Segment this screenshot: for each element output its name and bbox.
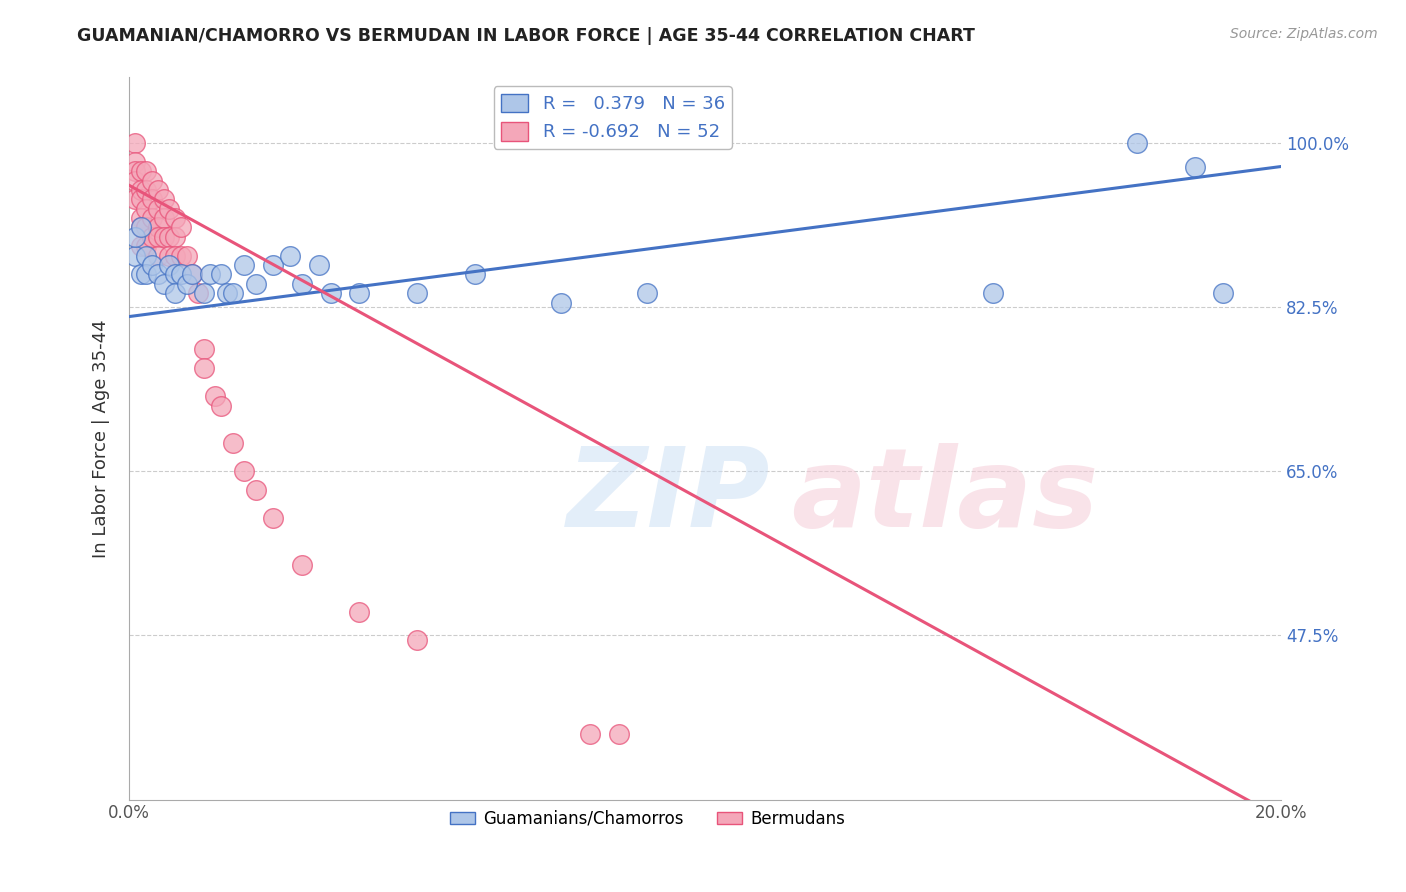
Point xyxy=(152,192,174,206)
Point xyxy=(135,202,157,216)
Point xyxy=(146,268,169,282)
Point xyxy=(209,399,232,413)
Point xyxy=(165,211,187,226)
Point xyxy=(141,230,163,244)
Point xyxy=(135,239,157,253)
Point xyxy=(129,220,152,235)
Point xyxy=(152,230,174,244)
Point xyxy=(406,633,429,648)
Point xyxy=(222,286,245,301)
Point xyxy=(129,220,152,235)
Point xyxy=(141,192,163,206)
Point xyxy=(170,220,193,235)
Point xyxy=(165,230,187,244)
Point xyxy=(193,343,215,357)
Point xyxy=(1126,136,1149,150)
Point xyxy=(233,258,256,272)
Point xyxy=(464,268,486,282)
Point xyxy=(607,727,630,741)
Point xyxy=(176,277,198,291)
Point xyxy=(135,183,157,197)
Point xyxy=(193,286,215,301)
Point xyxy=(349,286,371,301)
Text: Source: ZipAtlas.com: Source: ZipAtlas.com xyxy=(1230,27,1378,41)
Text: GUAMANIAN/CHAMORRO VS BERMUDAN IN LABOR FORCE | AGE 35-44 CORRELATION CHART: GUAMANIAN/CHAMORRO VS BERMUDAN IN LABOR … xyxy=(77,27,976,45)
Point xyxy=(406,286,429,301)
Point xyxy=(129,268,152,282)
Point xyxy=(291,558,314,572)
Point xyxy=(129,183,152,197)
Point xyxy=(141,211,163,226)
Point xyxy=(245,483,267,497)
Point xyxy=(245,277,267,291)
Text: atlas: atlas xyxy=(792,442,1098,549)
Point xyxy=(262,511,284,525)
Point xyxy=(157,202,180,216)
Point xyxy=(165,249,187,263)
Point xyxy=(262,258,284,272)
Text: ZIP: ZIP xyxy=(567,442,770,549)
Point xyxy=(636,286,658,301)
Point xyxy=(124,164,146,178)
Point xyxy=(124,230,146,244)
Point xyxy=(129,192,152,206)
Point xyxy=(204,389,226,403)
Point xyxy=(233,464,256,478)
Point xyxy=(152,211,174,226)
Point xyxy=(141,173,163,187)
Point xyxy=(146,220,169,235)
Point xyxy=(124,192,146,206)
Point xyxy=(135,164,157,178)
Point xyxy=(579,727,602,741)
Point xyxy=(146,202,169,216)
Point xyxy=(170,249,193,263)
Point xyxy=(129,239,152,253)
Point xyxy=(981,286,1004,301)
Point xyxy=(124,154,146,169)
Point xyxy=(187,286,209,301)
Point xyxy=(280,249,302,263)
Point xyxy=(135,268,157,282)
Point xyxy=(124,173,146,187)
Point xyxy=(550,295,572,310)
Point xyxy=(222,436,245,450)
Point xyxy=(124,249,146,263)
Point xyxy=(157,258,180,272)
Point xyxy=(152,277,174,291)
Point xyxy=(129,164,152,178)
Point xyxy=(165,268,187,282)
Point xyxy=(198,268,221,282)
Point xyxy=(308,258,330,272)
Point xyxy=(176,249,198,263)
Point xyxy=(146,183,169,197)
Point xyxy=(129,211,152,226)
Point xyxy=(170,268,193,282)
Point xyxy=(135,249,157,263)
Point xyxy=(1184,160,1206,174)
Point xyxy=(157,249,180,263)
Point xyxy=(319,286,342,301)
Point xyxy=(181,268,204,282)
Point xyxy=(349,605,371,619)
Legend: Guamanians/Chamorros, Bermudans: Guamanians/Chamorros, Bermudans xyxy=(443,803,852,835)
Point xyxy=(135,220,157,235)
Point xyxy=(165,286,187,301)
Point xyxy=(215,286,238,301)
Point xyxy=(146,249,169,263)
Point xyxy=(124,136,146,150)
Y-axis label: In Labor Force | Age 35-44: In Labor Force | Age 35-44 xyxy=(93,319,110,558)
Point xyxy=(1212,286,1234,301)
Point xyxy=(291,277,314,291)
Point xyxy=(157,230,180,244)
Point xyxy=(146,230,169,244)
Point xyxy=(209,268,232,282)
Point xyxy=(141,258,163,272)
Point xyxy=(193,361,215,376)
Point xyxy=(181,268,204,282)
